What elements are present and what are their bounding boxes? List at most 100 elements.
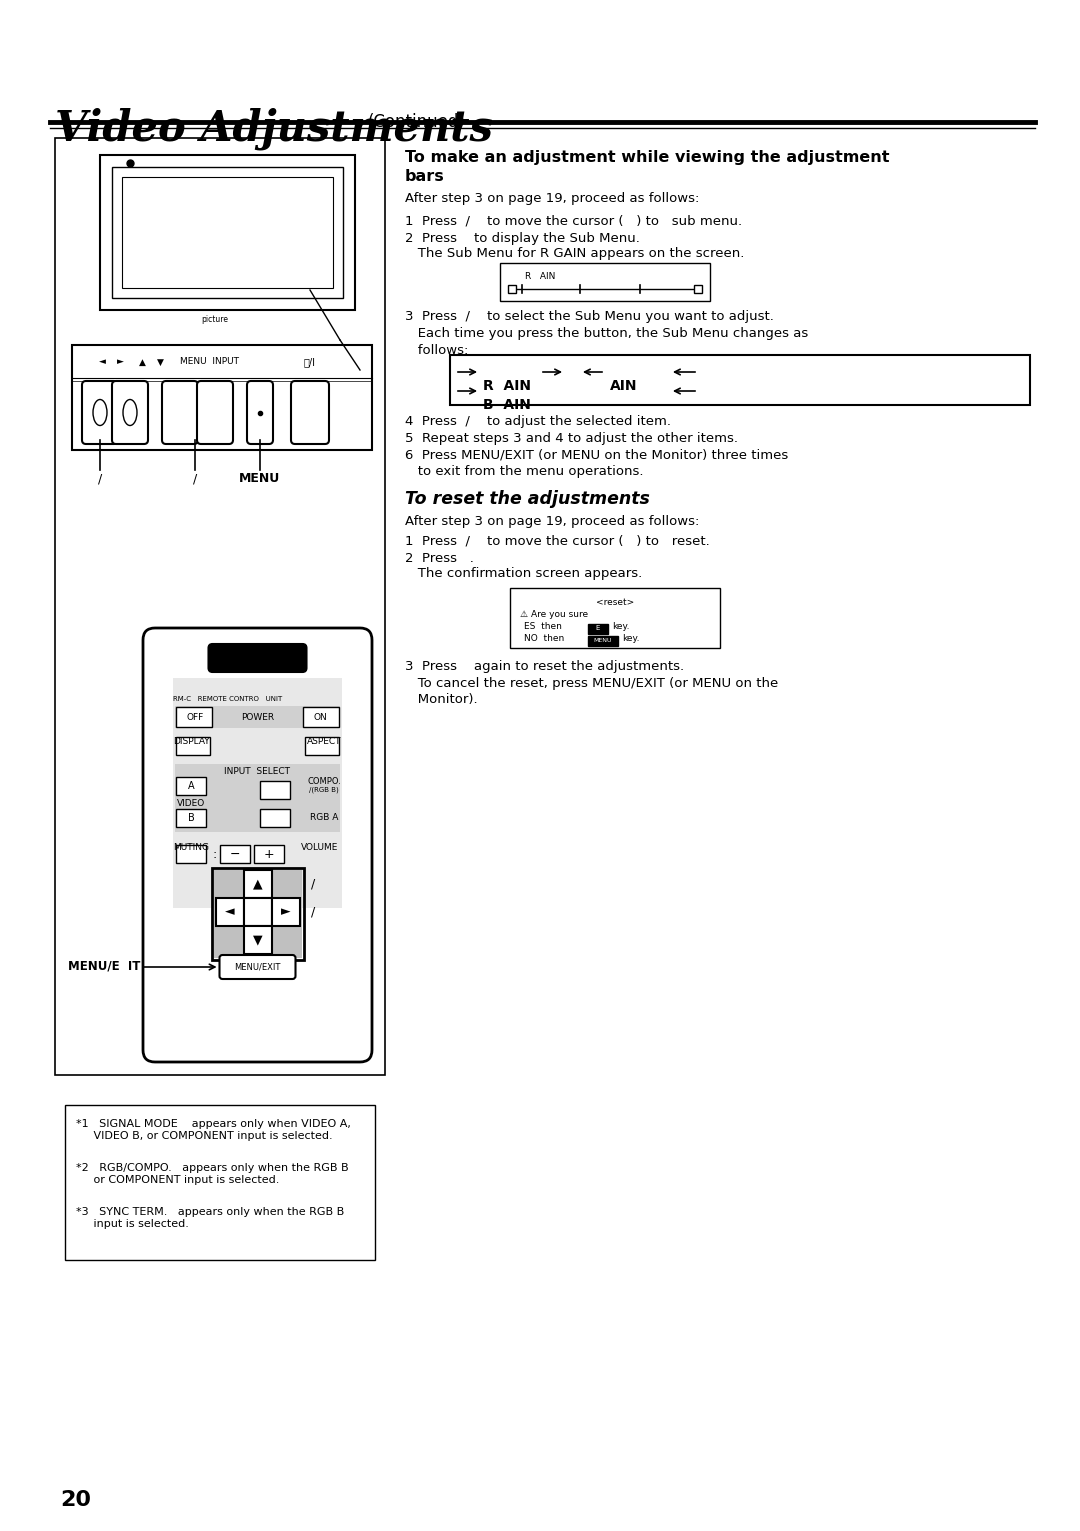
Text: COMPO.: COMPO. <box>307 778 341 787</box>
Text: MUTING: MUTING <box>173 844 210 853</box>
FancyBboxPatch shape <box>260 781 291 799</box>
FancyBboxPatch shape <box>143 628 372 1063</box>
Text: 2  Press   .: 2 Press . <box>405 553 474 565</box>
Text: /: / <box>311 877 315 891</box>
Text: +: + <box>264 848 274 860</box>
Bar <box>243 926 271 954</box>
Text: /: / <box>98 472 103 485</box>
Bar <box>112 167 343 299</box>
Text: ►: ► <box>117 358 123 366</box>
Text: ⏻/I: ⏻/I <box>303 357 316 367</box>
FancyBboxPatch shape <box>112 381 148 444</box>
Bar <box>173 678 342 908</box>
Text: Video Adjustments: Video Adjustments <box>55 109 492 150</box>
Text: To cancel the reset, press MENU/EXIT (or MENU on the
   Monitor).: To cancel the reset, press MENU/EXIT (or… <box>405 677 779 706</box>
Text: VOLUME: VOLUME <box>301 844 339 853</box>
Text: −: − <box>230 848 240 860</box>
Text: :: : <box>213 848 217 860</box>
Text: R  AIN: R AIN <box>483 380 531 393</box>
Text: ◄: ◄ <box>98 358 106 366</box>
Bar <box>588 635 618 646</box>
Text: 20: 20 <box>60 1490 91 1510</box>
Text: ►: ► <box>281 905 291 919</box>
Text: /: / <box>193 472 198 485</box>
Text: 3  Press  /    to select the Sub Menu you want to adjust.: 3 Press / to select the Sub Menu you wan… <box>405 309 774 323</box>
Text: A: A <box>188 781 194 792</box>
Bar <box>65 1105 375 1260</box>
Text: (Continued): (Continued) <box>368 113 465 132</box>
Text: ⚠ Are you sure: ⚠ Are you sure <box>519 609 589 619</box>
Text: ◄: ◄ <box>225 905 234 919</box>
Text: *2   RGB/COMPO.   appears only when the RGB B
     or COMPONENT input is selecte: *2 RGB/COMPO. appears only when the RGB … <box>76 1164 349 1185</box>
Bar <box>214 870 301 958</box>
Text: 3  Press    again to reset the adjustments.: 3 Press again to reset the adjustments. <box>405 660 684 674</box>
Bar <box>55 138 384 1075</box>
Bar <box>243 899 271 926</box>
Text: After step 3 on page 19, proceed as follows:: After step 3 on page 19, proceed as foll… <box>405 191 700 205</box>
Ellipse shape <box>93 400 107 426</box>
Text: ▼: ▼ <box>253 934 262 946</box>
Text: /: / <box>311 905 315 919</box>
Text: 1  Press  /    to move the cursor (   ) to   sub menu.: 1 Press / to move the cursor ( ) to sub … <box>405 214 742 228</box>
Text: POWER: POWER <box>241 712 274 721</box>
Bar <box>212 868 303 960</box>
Bar <box>694 285 702 292</box>
FancyBboxPatch shape <box>176 707 212 727</box>
Text: The Sub Menu for R GAIN appears on the screen.: The Sub Menu for R GAIN appears on the s… <box>405 246 744 260</box>
Text: AIN: AIN <box>610 380 637 393</box>
Text: After step 3 on page 19, proceed as follows:: After step 3 on page 19, proceed as foll… <box>405 514 700 528</box>
Text: key.: key. <box>622 634 639 643</box>
Text: To reset the adjustments: To reset the adjustments <box>405 490 650 508</box>
Text: The confirmation screen appears.: The confirmation screen appears. <box>405 566 643 580</box>
Text: 2  Press    to display the Sub Menu.: 2 Press to display the Sub Menu. <box>405 233 639 245</box>
FancyBboxPatch shape <box>254 845 284 863</box>
Text: 1  Press  /    to move the cursor (   ) to   reset.: 1 Press / to move the cursor ( ) to rese… <box>405 534 710 548</box>
Bar <box>100 155 355 309</box>
FancyBboxPatch shape <box>176 736 210 755</box>
FancyBboxPatch shape <box>176 778 206 795</box>
FancyBboxPatch shape <box>291 381 329 444</box>
Text: key.: key. <box>612 622 630 631</box>
Text: ▼: ▼ <box>157 358 163 366</box>
Bar <box>271 899 299 926</box>
Text: OFF: OFF <box>187 712 204 721</box>
Bar <box>588 625 608 634</box>
FancyBboxPatch shape <box>260 808 291 827</box>
FancyBboxPatch shape <box>303 707 339 727</box>
Text: *3   SYNC TERM.   appears only when the RGB B
     input is selected.: *3 SYNC TERM. appears only when the RGB … <box>76 1206 345 1229</box>
Text: B  AIN: B AIN <box>483 398 531 412</box>
Text: <reset>: <reset> <box>596 599 634 606</box>
Bar <box>450 355 1030 406</box>
Text: DISPLAY: DISPLAY <box>173 738 210 747</box>
Bar <box>500 263 710 302</box>
FancyBboxPatch shape <box>176 808 206 827</box>
FancyBboxPatch shape <box>162 381 198 444</box>
Text: 6  Press MENU/EXIT (or MENU on the Monitor) three times
   to exit from the menu: 6 Press MENU/EXIT (or MENU on the Monito… <box>405 449 788 479</box>
Text: VIDEO: VIDEO <box>177 799 205 808</box>
Bar <box>175 706 340 729</box>
FancyBboxPatch shape <box>176 845 206 863</box>
Bar <box>216 899 243 926</box>
Bar <box>72 344 372 450</box>
Text: R   AIN: R AIN <box>525 273 555 282</box>
Text: ▲: ▲ <box>138 358 146 366</box>
Text: MENU: MENU <box>240 472 281 485</box>
Text: MENU/EXIT: MENU/EXIT <box>234 963 281 972</box>
Bar <box>508 285 516 292</box>
Text: B: B <box>188 813 194 824</box>
Bar <box>510 588 720 648</box>
Text: RM-C   REMOTE CONTRO   UNIT: RM-C REMOTE CONTRO UNIT <box>173 697 282 703</box>
Text: RGB A: RGB A <box>310 813 338 822</box>
Text: *1   SIGNAL MODE    appears only when VIDEO A,
     VIDEO B, or COMPONENT input : *1 SIGNAL MODE appears only when VIDEO A… <box>76 1119 351 1142</box>
Text: NO  then: NO then <box>524 634 564 643</box>
Text: picture: picture <box>202 315 229 325</box>
Ellipse shape <box>123 400 137 426</box>
Bar <box>175 764 340 831</box>
Text: ASPECT: ASPECT <box>307 738 341 747</box>
Text: Each time you press the button, the Sub Menu changes as
   follows:: Each time you press the button, the Sub … <box>405 328 808 357</box>
FancyBboxPatch shape <box>208 645 307 672</box>
Bar <box>122 178 333 288</box>
Text: 4  Press  /    to adjust the selected item.: 4 Press / to adjust the selected item. <box>405 415 671 429</box>
Text: MENU/E  IT: MENU/E IT <box>68 960 140 972</box>
Text: /(RGB B): /(RGB B) <box>309 787 339 793</box>
